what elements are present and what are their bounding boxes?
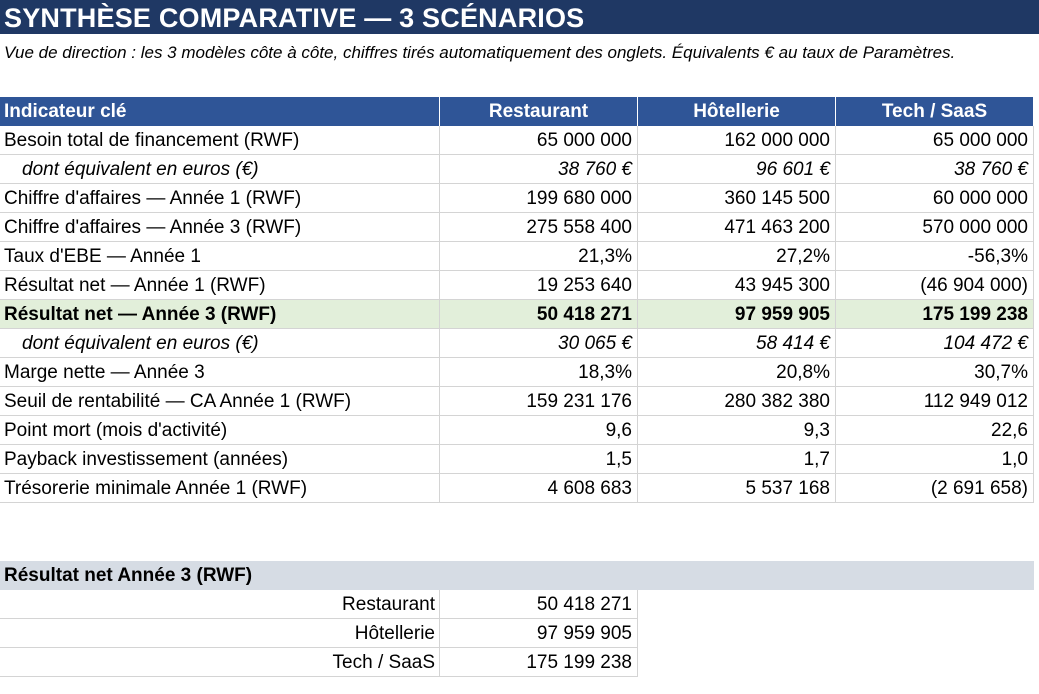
value-cell[interactable]: -56,3% <box>836 242 1034 271</box>
table-row: Seuil de rentabilité — CA Année 1 (RWF) 1… <box>0 387 1039 416</box>
row-label-cell[interactable]: Marge nette — Année 3 <box>0 358 440 387</box>
row-label-cell[interactable]: Chiffre d'affaires — Année 1 (RWF) <box>0 184 440 213</box>
row-label-cell[interactable]: Seuil de rentabilité — CA Année 1 (RWF) <box>0 387 440 416</box>
header-cell-indicator[interactable]: Indicateur clé <box>0 97 440 126</box>
table-row: Marge nette — Année 3 18,3% 20,8% 30,7% <box>0 358 1039 387</box>
value-cell[interactable]: 1,0 <box>836 445 1034 474</box>
value-cell[interactable]: 175 199 238 <box>836 300 1034 329</box>
value-cell[interactable]: 9,6 <box>440 416 638 445</box>
page-subtitle: Vue de direction : les 3 modèles côte à … <box>4 43 956 62</box>
summary-row: Restaurant 50 418 271 <box>0 590 1039 619</box>
row-label-cell[interactable]: Chiffre d'affaires — Année 3 (RWF) <box>0 213 440 242</box>
summary-label-cell[interactable]: Restaurant <box>0 590 440 619</box>
value-cell[interactable]: 360 145 500 <box>638 184 836 213</box>
table-row: Chiffre d'affaires — Année 1 (RWF) 199 68… <box>0 184 1039 213</box>
row-label-cell[interactable]: Point mort (mois d'activité) <box>0 416 440 445</box>
header-cell-restaurant[interactable]: Restaurant <box>440 97 638 126</box>
value-cell[interactable]: 38 760 € <box>440 155 638 184</box>
value-cell[interactable]: 275 558 400 <box>440 213 638 242</box>
value-cell[interactable]: 570 000 000 <box>836 213 1034 242</box>
value-cell[interactable]: (46 904 000) <box>836 271 1034 300</box>
value-cell[interactable]: 30 065 € <box>440 329 638 358</box>
row-label-cell[interactable]: dont équivalent en euros (€) <box>0 155 440 184</box>
row-label-cell[interactable]: Taux d'EBE — Année 1 <box>0 242 440 271</box>
value-cell[interactable]: 4 608 683 <box>440 474 638 503</box>
value-cell[interactable]: 20,8% <box>638 358 836 387</box>
value-cell[interactable]: 19 253 640 <box>440 271 638 300</box>
value-cell[interactable]: 65 000 000 <box>440 126 638 155</box>
table-row: Taux d'EBE — Année 1 21,3% 27,2% -56,3% <box>0 242 1039 271</box>
value-cell[interactable]: 60 000 000 <box>836 184 1034 213</box>
summary-label-cell[interactable]: Hôtellerie <box>0 619 440 648</box>
header-cell-hotellerie[interactable]: Hôtellerie <box>638 97 836 126</box>
row-label-cell[interactable]: Résultat net — Année 1 (RWF) <box>0 271 440 300</box>
value-cell[interactable]: 58 414 € <box>638 329 836 358</box>
table-header-row: Indicateur clé Restaurant Hôtellerie Tec… <box>0 97 1039 126</box>
value-cell[interactable]: 30,7% <box>836 358 1034 387</box>
header-cell-tech-saas[interactable]: Tech / SaaS <box>836 97 1034 126</box>
value-cell[interactable]: 21,3% <box>440 242 638 271</box>
summary-header[interactable]: Résultat net Année 3 (RWF) <box>0 561 1034 590</box>
value-cell[interactable]: 38 760 € <box>836 155 1034 184</box>
table-row: dont équivalent en euros (€) 30 065 €58 4… <box>0 329 1039 358</box>
summary-label-cell[interactable]: Tech / SaaS <box>0 648 440 677</box>
value-cell[interactable]: 162 000 000 <box>638 126 836 155</box>
value-cell[interactable]: 199 680 000 <box>440 184 638 213</box>
value-cell[interactable]: 50 418 271 <box>440 300 638 329</box>
summary-value-cell[interactable]: 50 418 271 <box>440 590 638 619</box>
row-label-cell[interactable]: Besoin total de financement (RWF) <box>0 126 440 155</box>
value-cell[interactable]: 27,2% <box>638 242 836 271</box>
value-cell[interactable]: 5 537 168 <box>638 474 836 503</box>
table-row: dont équivalent en euros (€) 38 760 €96 6… <box>0 155 1039 184</box>
value-cell[interactable]: 18,3% <box>440 358 638 387</box>
table-row: Payback investissement (années) 1,5 1,7 1,0 <box>0 445 1039 474</box>
value-cell[interactable]: 97 959 905 <box>638 300 836 329</box>
summary-row: Tech / SaaS 175 199 238 <box>0 648 1039 677</box>
summary-row: Hôtellerie 97 959 905 <box>0 619 1039 648</box>
table-row: Résultat net — Année 3 (RWF) 50 418 271 97… <box>0 300 1039 329</box>
table-row: Point mort (mois d'activité) 9,6 9,3 22,6 <box>0 416 1039 445</box>
value-cell[interactable]: 280 382 380 <box>638 387 836 416</box>
summary-value-cell[interactable]: 97 959 905 <box>440 619 638 648</box>
value-cell[interactable]: 65 000 000 <box>836 126 1034 155</box>
value-cell[interactable]: (2 691 658) <box>836 474 1034 503</box>
row-label-cell[interactable]: dont équivalent en euros (€) <box>0 329 440 358</box>
value-cell[interactable]: 112 949 012 <box>836 387 1034 416</box>
value-cell[interactable]: 96 601 € <box>638 155 836 184</box>
row-label-cell[interactable]: Résultat net — Année 3 (RWF) <box>0 300 440 329</box>
summary-value-cell[interactable]: 175 199 238 <box>440 648 638 677</box>
table-row: Chiffre d'affaires — Année 3 (RWF) 275 55… <box>0 213 1039 242</box>
row-label-cell[interactable]: Payback investissement (années) <box>0 445 440 474</box>
value-cell[interactable]: 43 945 300 <box>638 271 836 300</box>
page-title: SYNTHÈSE COMPARATIVE — 3 SCÉNARIOS <box>0 0 1039 34</box>
value-cell[interactable]: 104 472 € <box>836 329 1034 358</box>
table-row: Trésorerie minimale Année 1 (RWF) 4 608 6… <box>0 474 1039 503</box>
row-label-cell[interactable]: Trésorerie minimale Année 1 (RWF) <box>0 474 440 503</box>
value-cell[interactable]: 1,7 <box>638 445 836 474</box>
value-cell[interactable]: 471 463 200 <box>638 213 836 242</box>
value-cell[interactable]: 22,6 <box>836 416 1034 445</box>
value-cell[interactable]: 159 231 176 <box>440 387 638 416</box>
table-row: Besoin total de financement (RWF) 65 000 … <box>0 126 1039 155</box>
value-cell[interactable]: 9,3 <box>638 416 836 445</box>
table-row: Résultat net — Année 1 (RWF) 19 253 640 43… <box>0 271 1039 300</box>
value-cell[interactable]: 1,5 <box>440 445 638 474</box>
